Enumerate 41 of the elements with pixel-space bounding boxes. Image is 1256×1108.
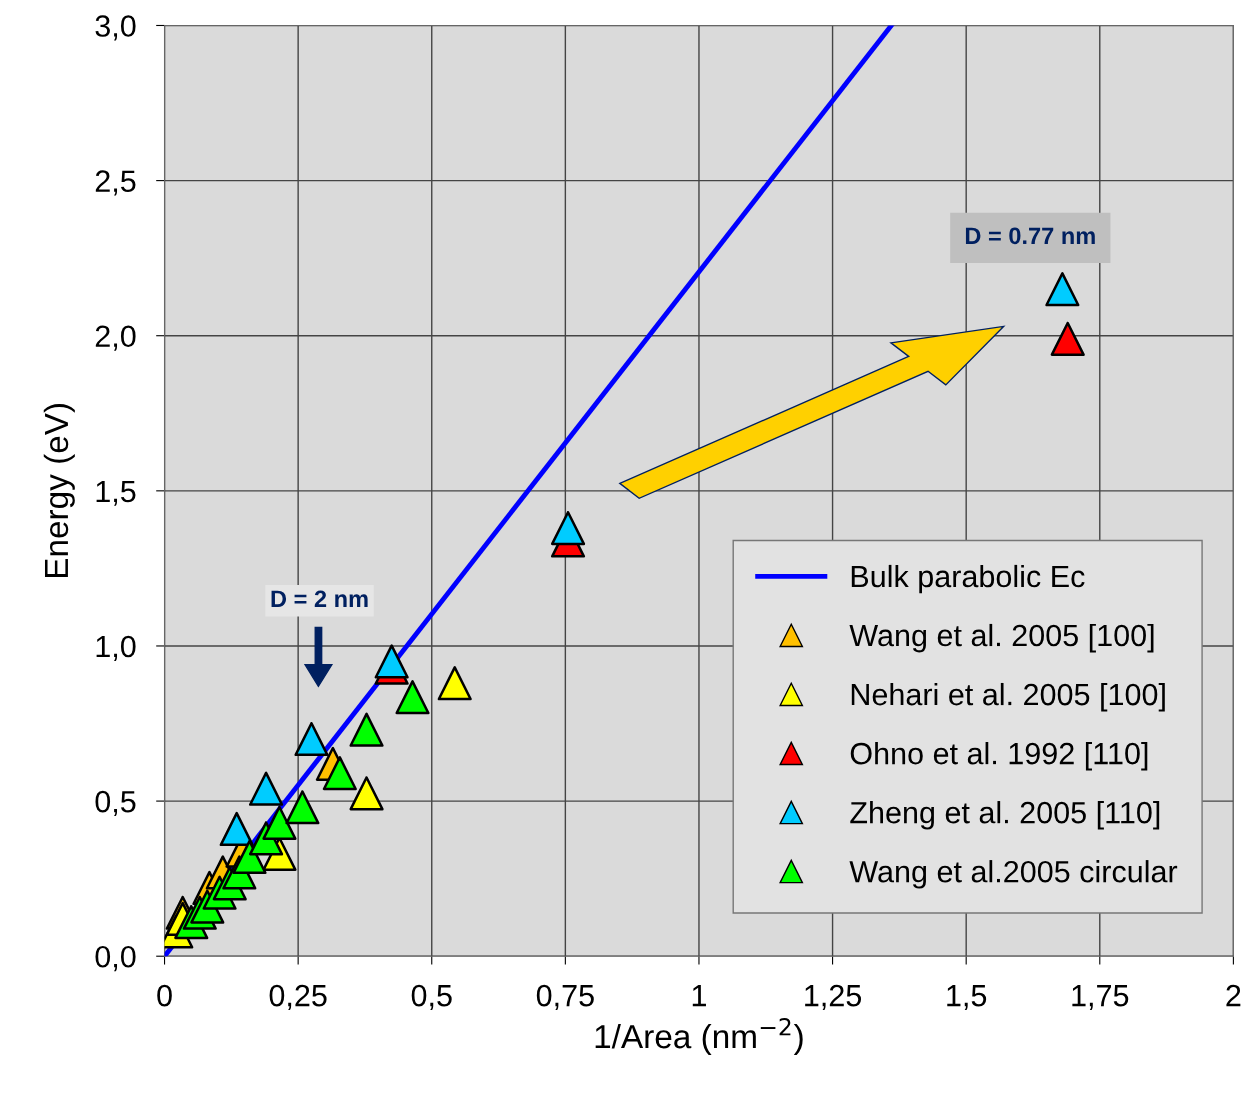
y-tick-label: 2,5 bbox=[95, 170, 136, 196]
y-tick-label: 1,0 bbox=[96, 635, 136, 661]
point bbox=[232, 839, 267, 875]
point bbox=[550, 510, 586, 546]
legend-label: Ohno et al. 1992 [110] bbox=[850, 742, 1148, 771]
x-tick-label: 0,25 bbox=[269, 984, 327, 1011]
point bbox=[395, 680, 430, 715]
annotation: D = 2 nm bbox=[271, 590, 368, 607]
point bbox=[349, 776, 384, 811]
x-axis-title: 1/Area (nm$^{−2}$) bbox=[595, 1018, 803, 1055]
legend-label: Wang et al. 2005 [100] bbox=[849, 623, 1154, 653]
point bbox=[1050, 321, 1085, 356]
point bbox=[219, 811, 254, 847]
point bbox=[262, 805, 297, 840]
point bbox=[294, 721, 329, 757]
point bbox=[349, 712, 384, 747]
x-tick-label: 2 bbox=[1226, 984, 1241, 1007]
x-tick-label: 0 bbox=[157, 984, 172, 1007]
x-tick-label: 1,25 bbox=[805, 984, 862, 1011]
legend-label: Bulk parabolic Ec bbox=[851, 564, 1085, 594]
point bbox=[248, 771, 284, 806]
legend-label: Zheng et al. 2005 [110] bbox=[850, 801, 1160, 830]
point bbox=[374, 644, 409, 679]
y-tick-label: 0,5 bbox=[95, 790, 136, 817]
point bbox=[437, 666, 472, 701]
legend-label: Wang et al.2005 circular bbox=[849, 860, 1178, 889]
y-axis-title: Energy (eV) bbox=[43, 403, 75, 578]
annotation: D = 0.77 nm bbox=[965, 227, 1095, 245]
point bbox=[322, 756, 357, 791]
y-tick-label: 1,5 bbox=[96, 480, 136, 506]
x-tick-label: 0,5 bbox=[411, 984, 452, 1011]
x-tick-label: 0,75 bbox=[536, 984, 594, 1011]
point bbox=[1045, 272, 1080, 307]
legend-label: Nehari et al. 2005 [100] bbox=[851, 682, 1165, 712]
point bbox=[285, 790, 320, 825]
y-tick-label: 0,0 bbox=[95, 945, 136, 972]
y-tick-label: 2,0 bbox=[95, 325, 136, 351]
y-tick-label: 3,0 bbox=[95, 15, 136, 41]
x-tick-label: 1,75 bbox=[1072, 985, 1129, 1011]
x-tick-label: 1,5 bbox=[947, 985, 987, 1011]
x-tick-label: 1 bbox=[692, 985, 706, 1007]
